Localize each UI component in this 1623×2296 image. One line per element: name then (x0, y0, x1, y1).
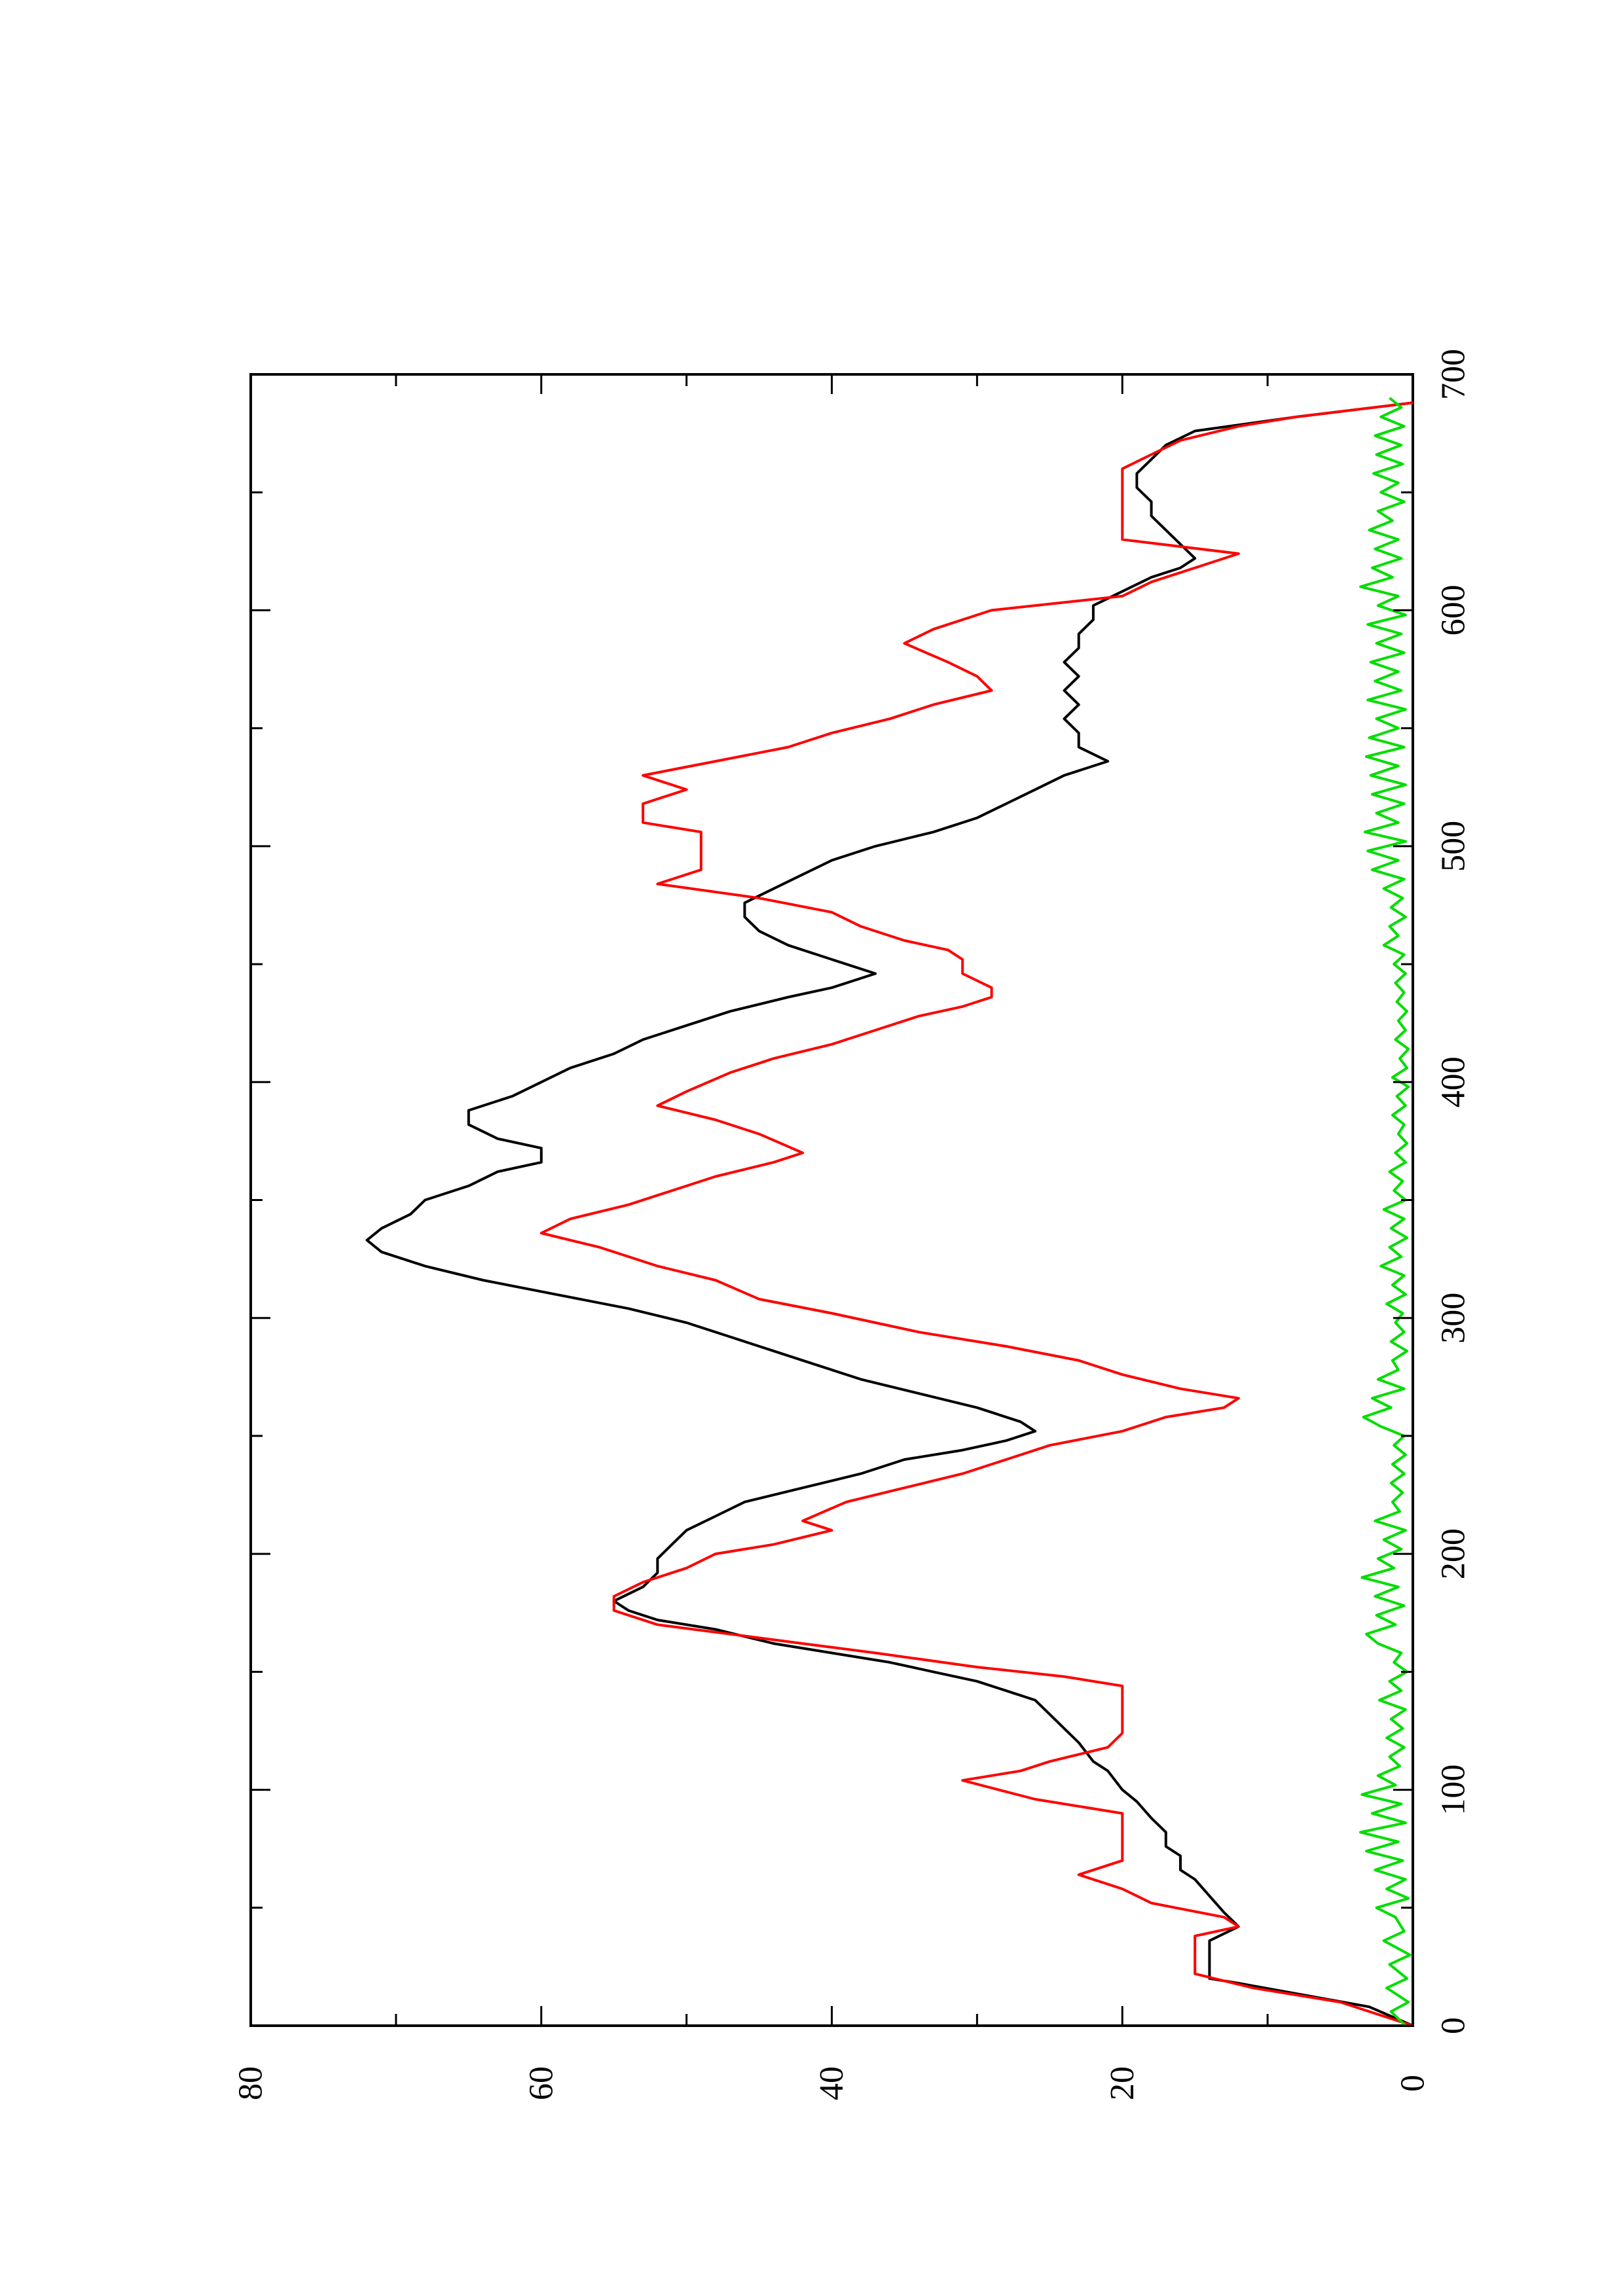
x-tick-label: 300 (1435, 1293, 1472, 1344)
x-tick-label: 400 (1435, 1056, 1472, 1107)
x-tick-label: 500 (1435, 821, 1472, 872)
y-tick-label: 0 (1395, 2075, 1432, 2092)
x-tick-label: 100 (1435, 1765, 1472, 1816)
x-tick-label: 200 (1435, 1528, 1472, 1579)
series-line-2 (539, 401, 1413, 2027)
x-tick-label: 0 (1435, 2017, 1472, 2034)
tick-layer: 0 100 200 300 400 500 600 700 0 20 40 60 80 (232, 349, 1472, 2100)
x-tick-label: 700 (1435, 349, 1472, 400)
series-line-1 (365, 401, 1413, 2027)
y-tick-label: 20 (1104, 2066, 1141, 2100)
y-tick-label: 40 (813, 2066, 850, 2100)
y-tick-label: 80 (232, 2066, 270, 2100)
y-tick-label: 60 (522, 2066, 560, 2100)
x-tick-label: 600 (1435, 584, 1472, 636)
